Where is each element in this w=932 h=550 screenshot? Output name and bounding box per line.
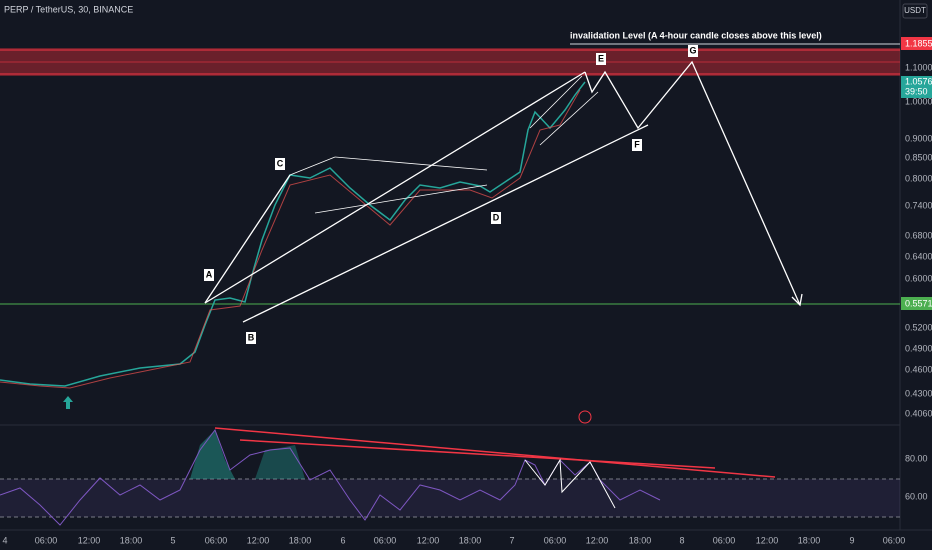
badge: [901, 297, 932, 310]
price-tick: 0.40600: [905, 408, 932, 418]
time-tick: 5: [170, 535, 175, 545]
time-tick: 06:00: [205, 535, 228, 545]
trend-line: [204, 174, 291, 304]
label-box: [632, 139, 642, 151]
wave-label: A: [206, 269, 213, 279]
rsi-overbought-fill: [255, 445, 305, 479]
time-tick: 9: [849, 535, 854, 545]
wedge-line: [529, 75, 583, 129]
wave-label: C: [277, 158, 284, 168]
drawings: [204, 60, 803, 323]
wave-label: E: [598, 53, 604, 63]
wave-labels: A B C D E F G: [204, 45, 698, 344]
time-tick: 18:00: [459, 535, 482, 545]
time-tick: 06:00: [544, 535, 567, 545]
channel-upper: [204, 71, 586, 304]
time-tick: 4: [2, 535, 7, 545]
time-tick: 18:00: [629, 535, 652, 545]
time-tick: 18:00: [120, 535, 143, 545]
up-arrow: [63, 396, 73, 409]
time-tick: 7: [509, 535, 514, 545]
label-box: [246, 332, 256, 344]
currency-button[interactable]: [902, 3, 928, 19]
wedge-line: [539, 91, 599, 146]
channel-lower: [242, 124, 649, 323]
event-icon: [578, 410, 592, 424]
time-tick: 06:00: [374, 535, 397, 545]
label-box: [204, 269, 214, 281]
time-tick: 12:00: [78, 535, 101, 545]
label-box: [596, 53, 606, 65]
time-tick: 06:00: [883, 535, 906, 545]
time-tick: 18:00: [798, 535, 821, 545]
countdown: 39:50: [905, 86, 928, 96]
wave-label: D: [493, 212, 500, 222]
wave-label: F: [634, 139, 640, 149]
time-tick: 12:00: [247, 535, 270, 545]
rsi-trendline: [214, 427, 776, 478]
price-tick: 1.10000: [905, 62, 932, 72]
time-tick: 12:00: [756, 535, 779, 545]
invalidation-note: invalidation Level (A 4-hour candle clos…: [570, 30, 822, 40]
invalidation-price: 1.18555: [905, 38, 932, 48]
currency-label: USDT: [904, 6, 926, 15]
triangle-line: [289, 156, 336, 176]
triangle-line: [314, 184, 488, 214]
time-tick: 12:00: [417, 535, 440, 545]
label-box: [491, 212, 501, 224]
time-axis: 4 06:00 12:00 18:00 5 06:00 12:00 18:00 …: [2, 535, 905, 545]
price-path-shadow: [0, 89, 581, 389]
rsi-trendline: [239, 439, 716, 469]
badge: [901, 37, 932, 50]
time-tick: 6: [340, 535, 345, 545]
time-tick: 12:00: [586, 535, 609, 545]
time-tick: 18:00: [289, 535, 312, 545]
last-price: 1.05760: [905, 76, 932, 86]
rsi-tick: 80.00: [905, 453, 928, 463]
rsi-band: [0, 479, 900, 517]
arrow-head: [791, 293, 803, 307]
wave-label: G: [689, 45, 696, 55]
rsi-overbought-fill: [190, 430, 235, 479]
symbol-title: PERP / TetherUS, 30, BINANCE: [4, 4, 133, 14]
price-path: [0, 81, 586, 387]
badge: [901, 76, 932, 98]
target-price: 0.55716: [905, 298, 932, 308]
triangle-line: [334, 156, 488, 171]
time-tick: 06:00: [713, 535, 736, 545]
rsi-tick: 60.00: [905, 491, 928, 501]
time-tick: 06:00: [35, 535, 58, 545]
label-box: [688, 45, 698, 57]
label-box: [275, 158, 285, 170]
time-tick: 8: [679, 535, 684, 545]
projection-path: [584, 60, 801, 306]
wave-label: B: [248, 332, 255, 342]
rsi-projection: [524, 458, 616, 509]
